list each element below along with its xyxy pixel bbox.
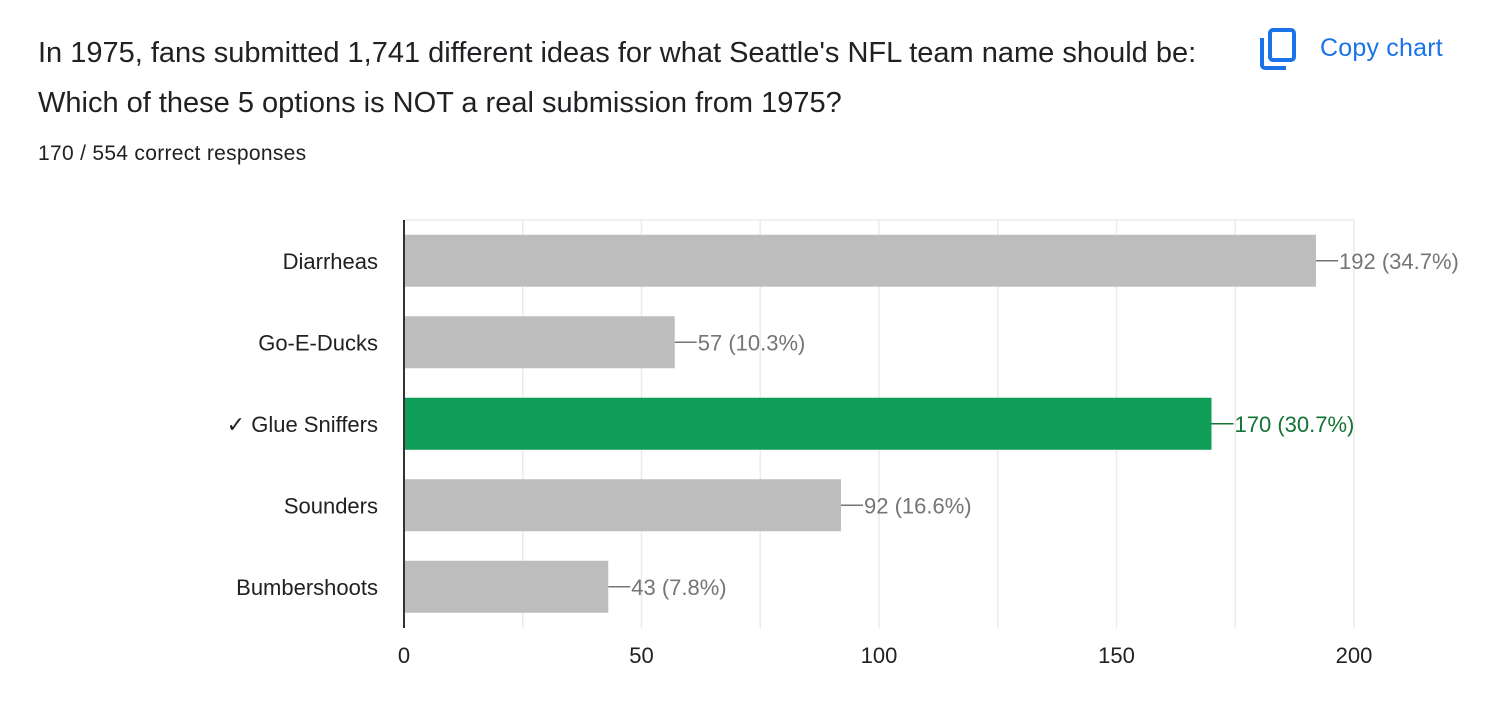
bar-chart: 0 50 100 150 200 Diarrheas 192 (34.7%) Go-E-Du… — [227, 219, 1459, 668]
bar[interactable] — [404, 316, 675, 369]
x-tick-label: 100 — [861, 643, 898, 668]
bar[interactable] — [404, 560, 609, 613]
category-label: Go-E-Ducks — [258, 330, 378, 355]
copy-chart-button[interactable]: Copy chart — [1258, 26, 1443, 70]
copy-chart-label: Copy chart — [1320, 33, 1443, 62]
data-label: 192 (34.7%) — [1339, 249, 1459, 274]
x-tick-label: 200 — [1336, 643, 1373, 668]
data-label: 57 (10.3%) — [698, 330, 806, 355]
labels: Diarrheas 192 (34.7%) Go-E-Ducks 57 (10.3%)… — [227, 249, 1459, 600]
data-label: 92 (16.6%) — [864, 493, 972, 518]
x-tick-label: 0 — [398, 643, 410, 668]
bar-correct[interactable] — [404, 397, 1212, 450]
score-summary: 170 / 554 correct responses — [38, 142, 307, 165]
copy-icon — [1260, 28, 1296, 70]
axes: 0 50 100 150 200 — [398, 220, 1372, 668]
x-tick-label: 50 — [629, 643, 653, 668]
bar[interactable] — [404, 479, 841, 532]
bars — [404, 234, 1316, 613]
category-label: Bumbershoots — [236, 575, 378, 600]
category-label: Sounders — [284, 493, 378, 518]
category-label: Diarrheas — [283, 249, 378, 274]
bar[interactable] — [404, 234, 1316, 287]
category-label: ✓ Glue Sniffers — [227, 412, 378, 437]
data-label: 43 (7.8%) — [631, 575, 726, 600]
x-tick-label: 150 — [1098, 643, 1135, 668]
question-title: In 1975, fans submitted 1,741 different … — [38, 37, 1197, 119]
data-label: 170 (30.7%) — [1235, 412, 1355, 437]
